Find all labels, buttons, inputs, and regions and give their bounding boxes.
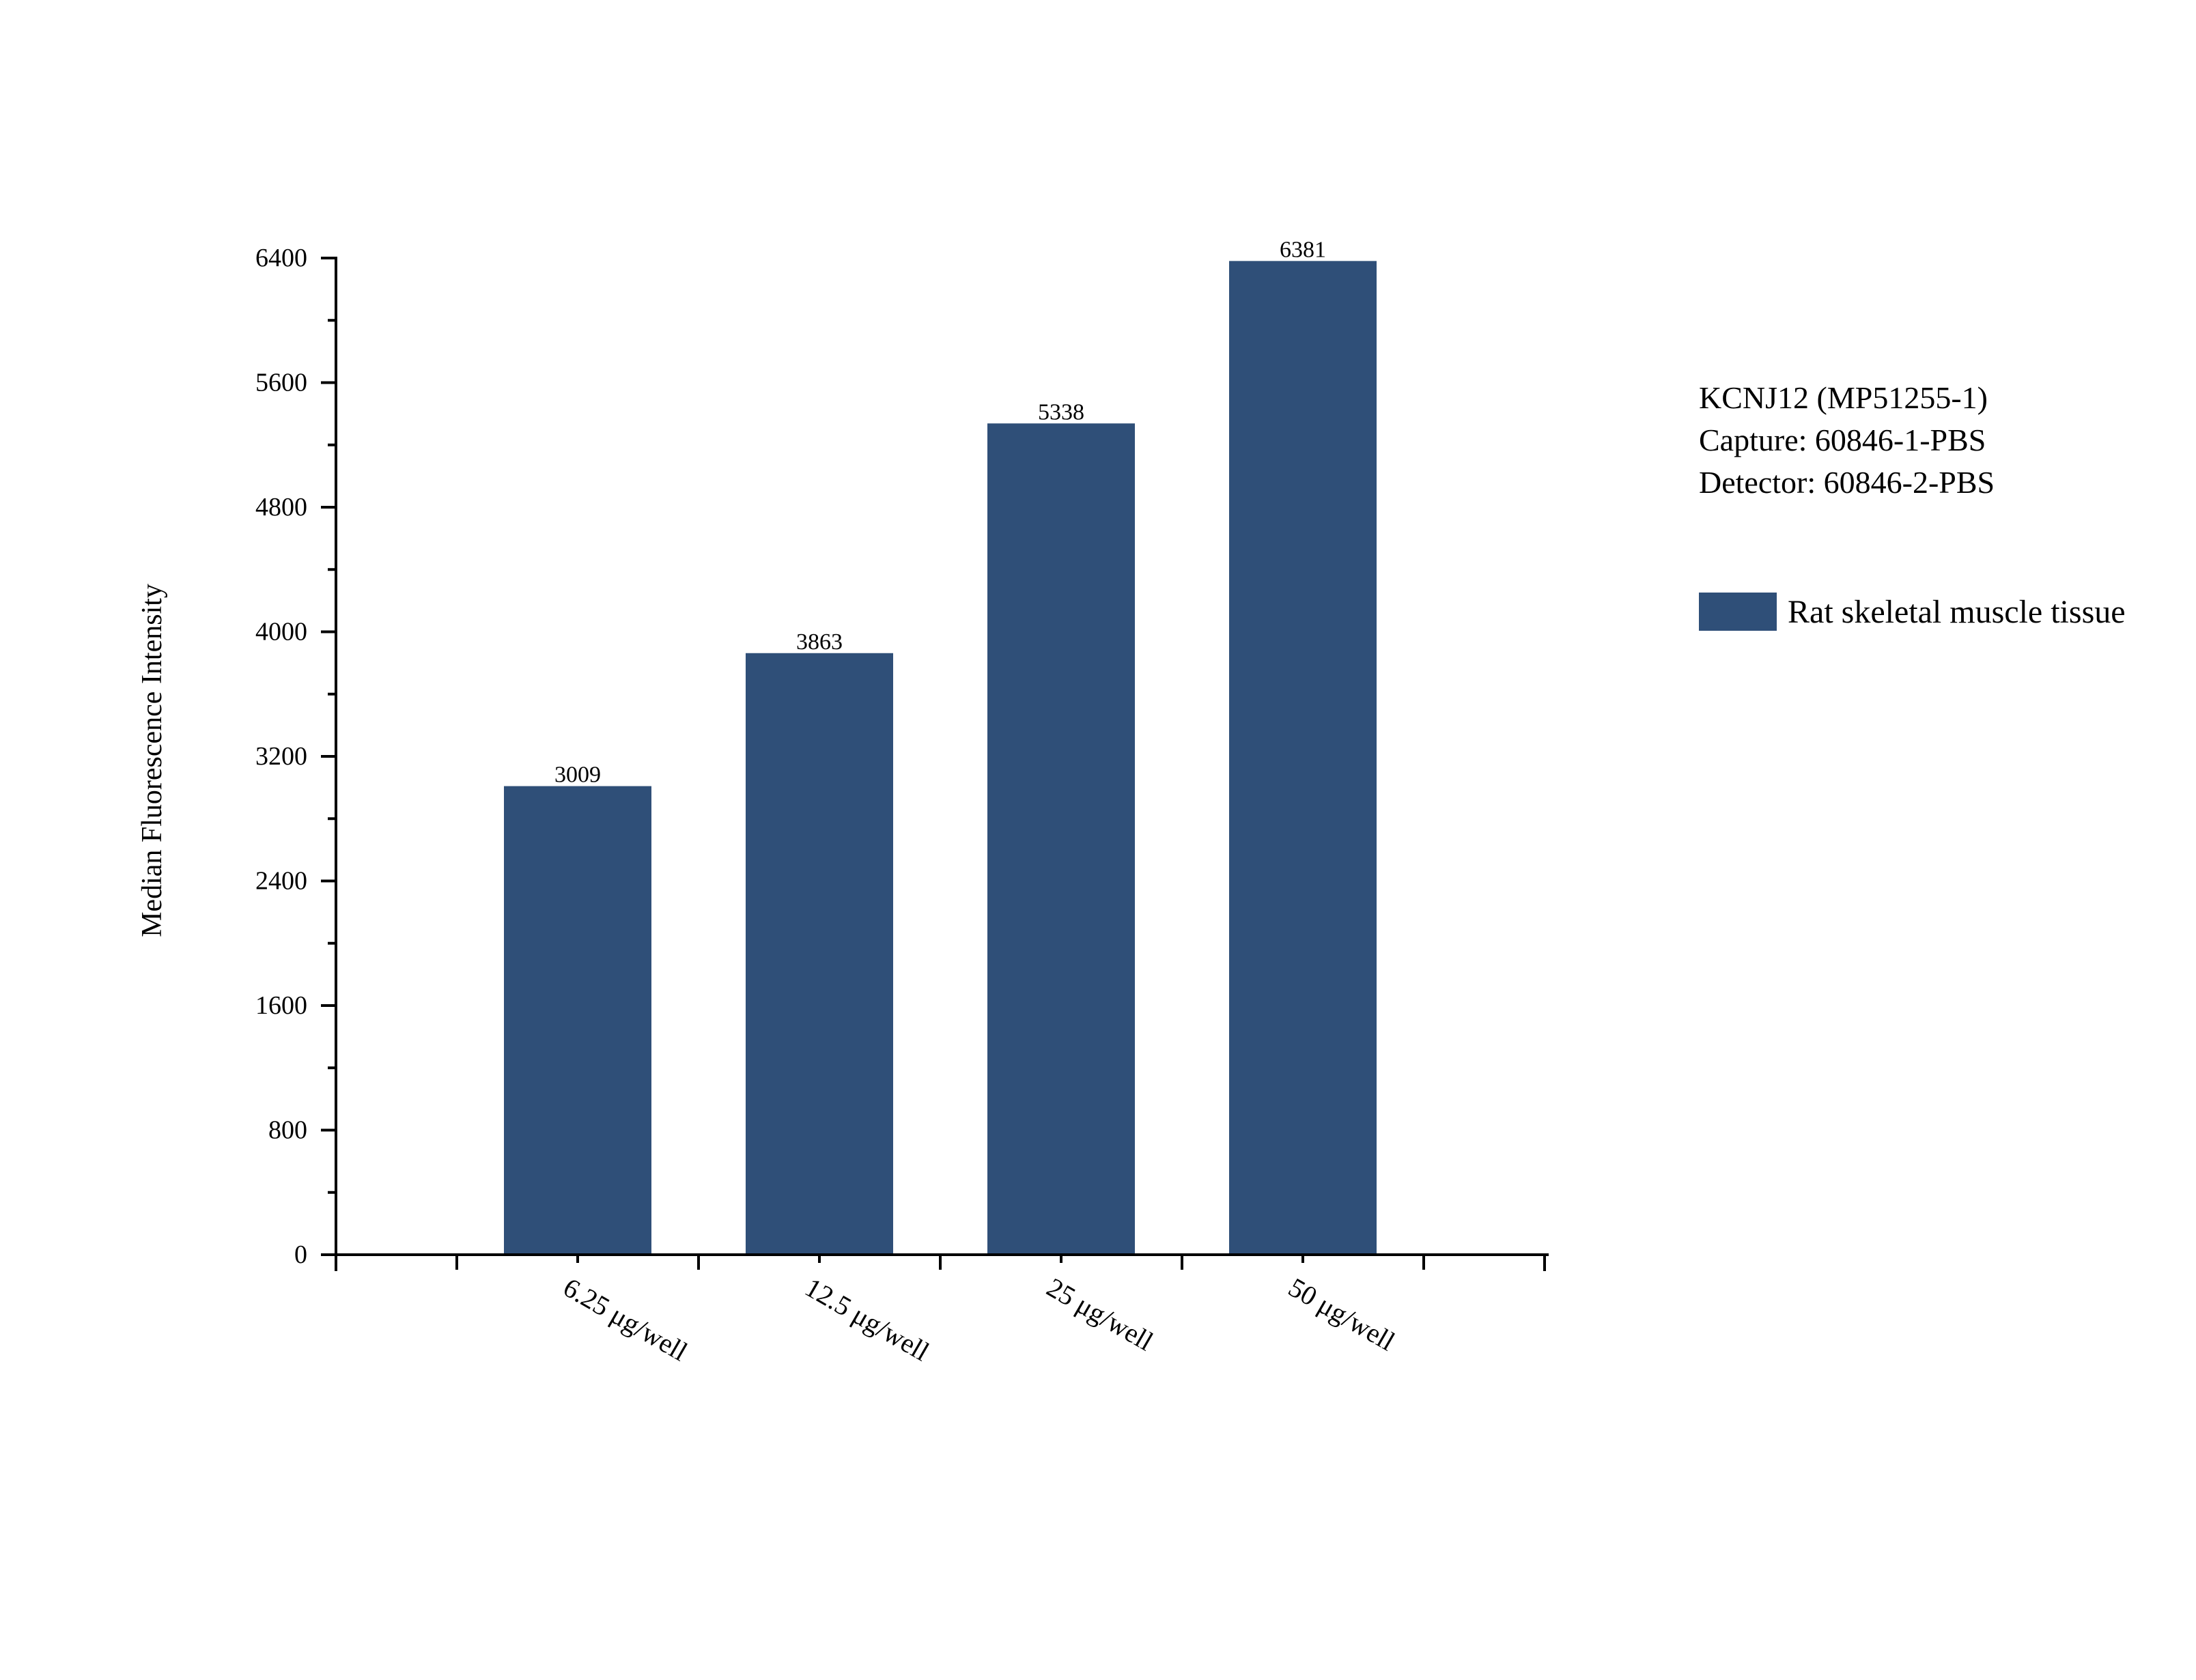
y-tick-label: 5600: [255, 369, 307, 397]
annotation-antibody: KCNJ12 (MP51255-1): [1699, 380, 1988, 415]
y-tick-label: 4000: [255, 618, 307, 646]
y-tick-label: 4800: [255, 493, 307, 522]
x-tick-label: 50 μg/well: [1284, 1272, 1400, 1357]
x-tick-label: 12.5 μg/well: [800, 1272, 935, 1367]
bar-value-label: 6381: [1280, 237, 1326, 262]
y-tick-label: 0: [294, 1240, 307, 1269]
bar-value-label: 3863: [796, 629, 843, 655]
bar: [1229, 261, 1377, 1255]
y-tick-label: 3200: [255, 742, 307, 771]
y-axis-title: Median Fluorescence Intensity: [137, 584, 168, 937]
bars-layer: [504, 261, 1377, 1255]
bar: [504, 786, 651, 1255]
legend: Rat skeletal muscle tissue: [1699, 593, 2126, 631]
annotation-detector: Detector: 60846-2-PBS: [1699, 465, 1995, 500]
x-tick-label: 25 μg/well: [1042, 1272, 1159, 1357]
y-tick-label: 1600: [255, 991, 307, 1020]
y-tick-label: 2400: [255, 867, 307, 896]
axes-layer: [321, 257, 1549, 1271]
bar: [987, 423, 1135, 1255]
bar-value-label: 3009: [554, 763, 601, 788]
bar-value-label: 5338: [1038, 399, 1084, 425]
bar: [746, 653, 893, 1255]
y-tick-label: 800: [268, 1116, 307, 1145]
legend-swatch: [1699, 593, 1777, 631]
x-tick-label: 6.25 μg/well: [559, 1272, 693, 1367]
y-tick-label: 6400: [255, 244, 307, 272]
annotation-capture: Capture: 60846-1-PBS: [1699, 423, 1986, 457]
legend-label: Rat skeletal muscle tissue: [1788, 593, 2126, 630]
